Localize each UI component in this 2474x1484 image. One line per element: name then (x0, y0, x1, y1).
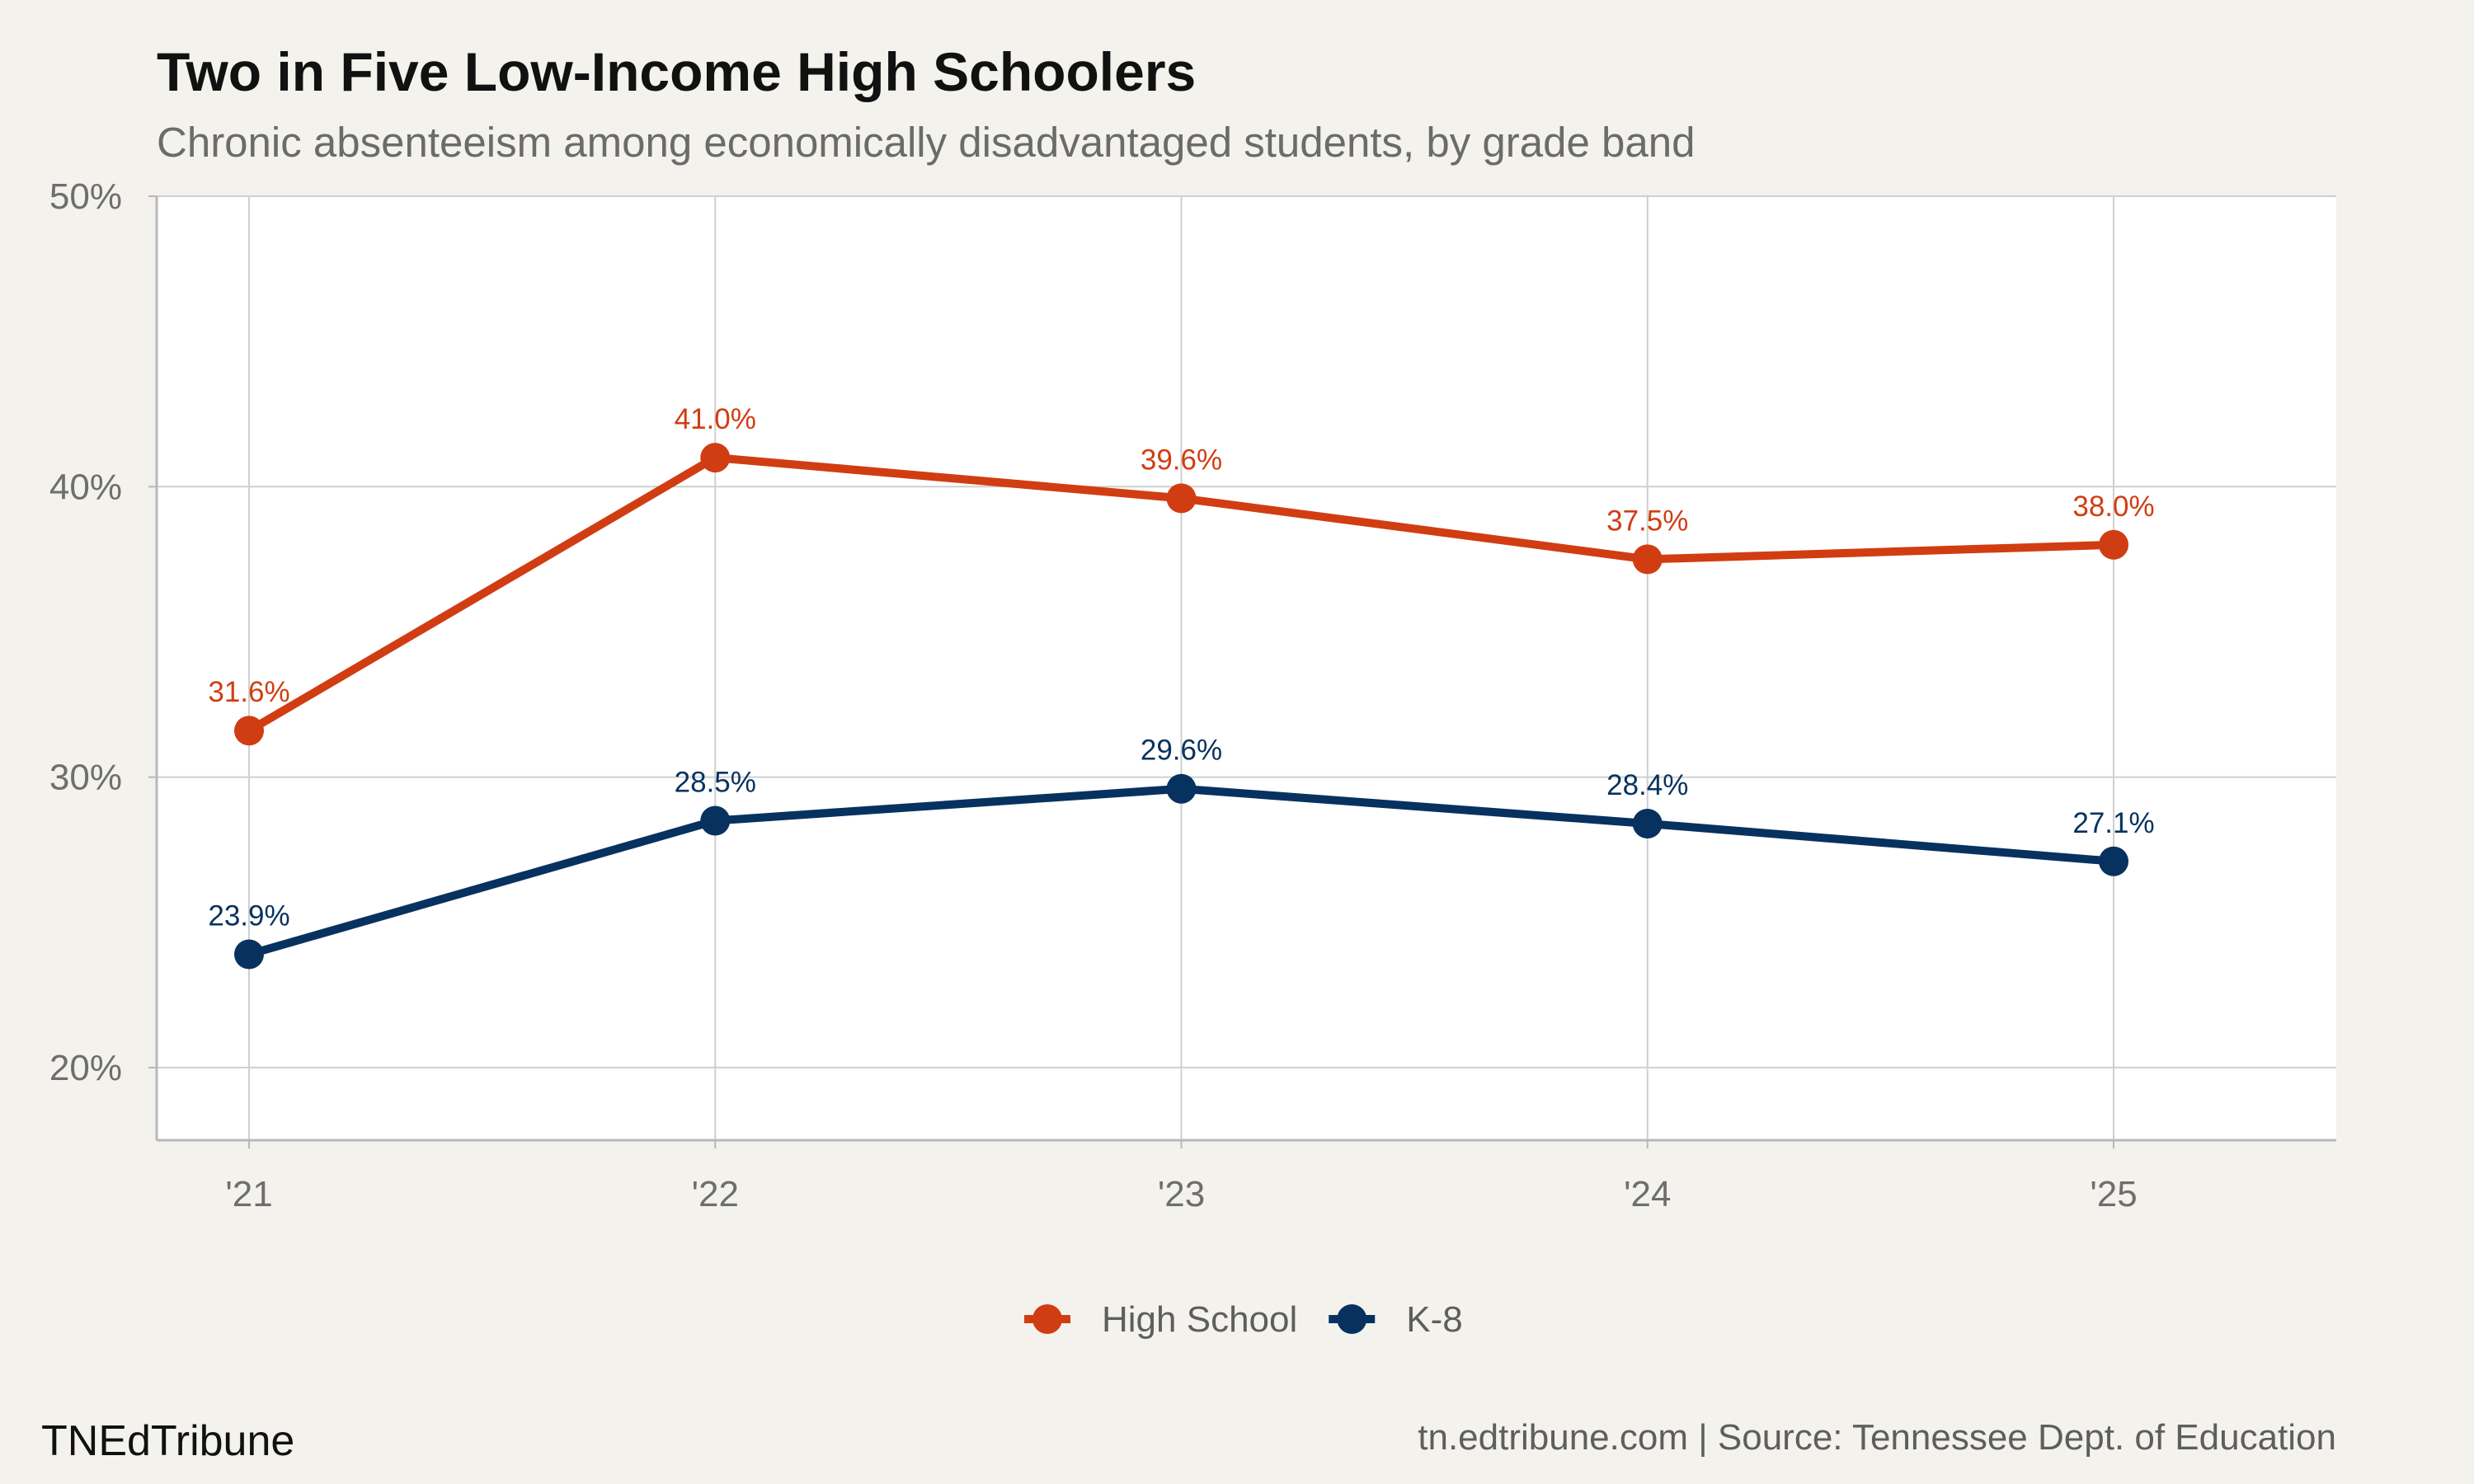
legend-label: K-8 (1406, 1299, 1462, 1340)
y-tick-label: 20% (49, 1048, 122, 1088)
legend-item-k-8: K-8 (1329, 1299, 1463, 1340)
data-point-high-school (234, 716, 264, 746)
axes: 20% 30% 40% 50% '21 '22 '23 '24 '25 (49, 176, 2336, 1214)
data-point-k-8 (2099, 846, 2128, 876)
legend-swatch-point (1032, 1304, 1062, 1334)
footer-brand: TNEdTribune (41, 1417, 294, 1465)
data-label-k-8: 29.6% (1141, 735, 1222, 767)
legend-item-high-school: High School (1024, 1299, 1297, 1340)
data-label-high-school: 38.0% (2072, 491, 2154, 523)
y-tick-label: 30% (49, 758, 122, 798)
grid-lines (157, 195, 2336, 1140)
plot-panel (157, 196, 2336, 1140)
data-point-high-school (1166, 483, 1197, 514)
y-tick-label: 40% (49, 467, 122, 507)
data-label-high-school: 41.0% (675, 403, 756, 435)
y-tick-label: 50% (49, 176, 122, 217)
data-point-high-school (700, 443, 731, 473)
data-label-high-school: 39.6% (1141, 444, 1222, 476)
legend-label: High School (1102, 1299, 1297, 1340)
data-label-k-8: 28.5% (675, 766, 756, 798)
x-tick-label: '22 (692, 1174, 739, 1214)
data-label-k-8: 23.9% (208, 900, 289, 932)
data-labels: 31.6% 41.0% 39.6% 37.5% 38.0% 23.9% 28.5% 29.6%… (208, 403, 2154, 932)
x-tick-label: '25 (2090, 1174, 2137, 1214)
data-point-k-8 (1166, 773, 1197, 804)
data-label-k-8: 27.1% (2072, 807, 2154, 839)
data-point-k-8 (700, 805, 731, 836)
footer-caption: tn.edtribune.com | Source: Tennessee Dep… (1418, 1417, 2336, 1458)
chart-subtitle: Chronic absenteeism among economically d… (157, 119, 1695, 166)
x-tick-label: '24 (1624, 1174, 1671, 1214)
data-point-k-8 (234, 939, 264, 970)
series-layer (234, 443, 2128, 970)
x-tick-label: '21 (225, 1174, 272, 1214)
chart-title: Two in Five Low-Income High Schoolers (157, 41, 1196, 102)
legend: High School K-8 (1024, 1299, 1463, 1340)
data-point-high-school (1632, 544, 1663, 575)
data-label-high-school: 37.5% (1606, 505, 1688, 537)
legend-swatch-point (1337, 1304, 1367, 1334)
data-label-high-school: 31.6% (208, 676, 289, 708)
data-label-k-8: 28.4% (1606, 769, 1688, 801)
data-point-high-school (2099, 529, 2128, 560)
x-tick-label: '23 (1158, 1174, 1205, 1214)
data-point-k-8 (1632, 808, 1663, 838)
